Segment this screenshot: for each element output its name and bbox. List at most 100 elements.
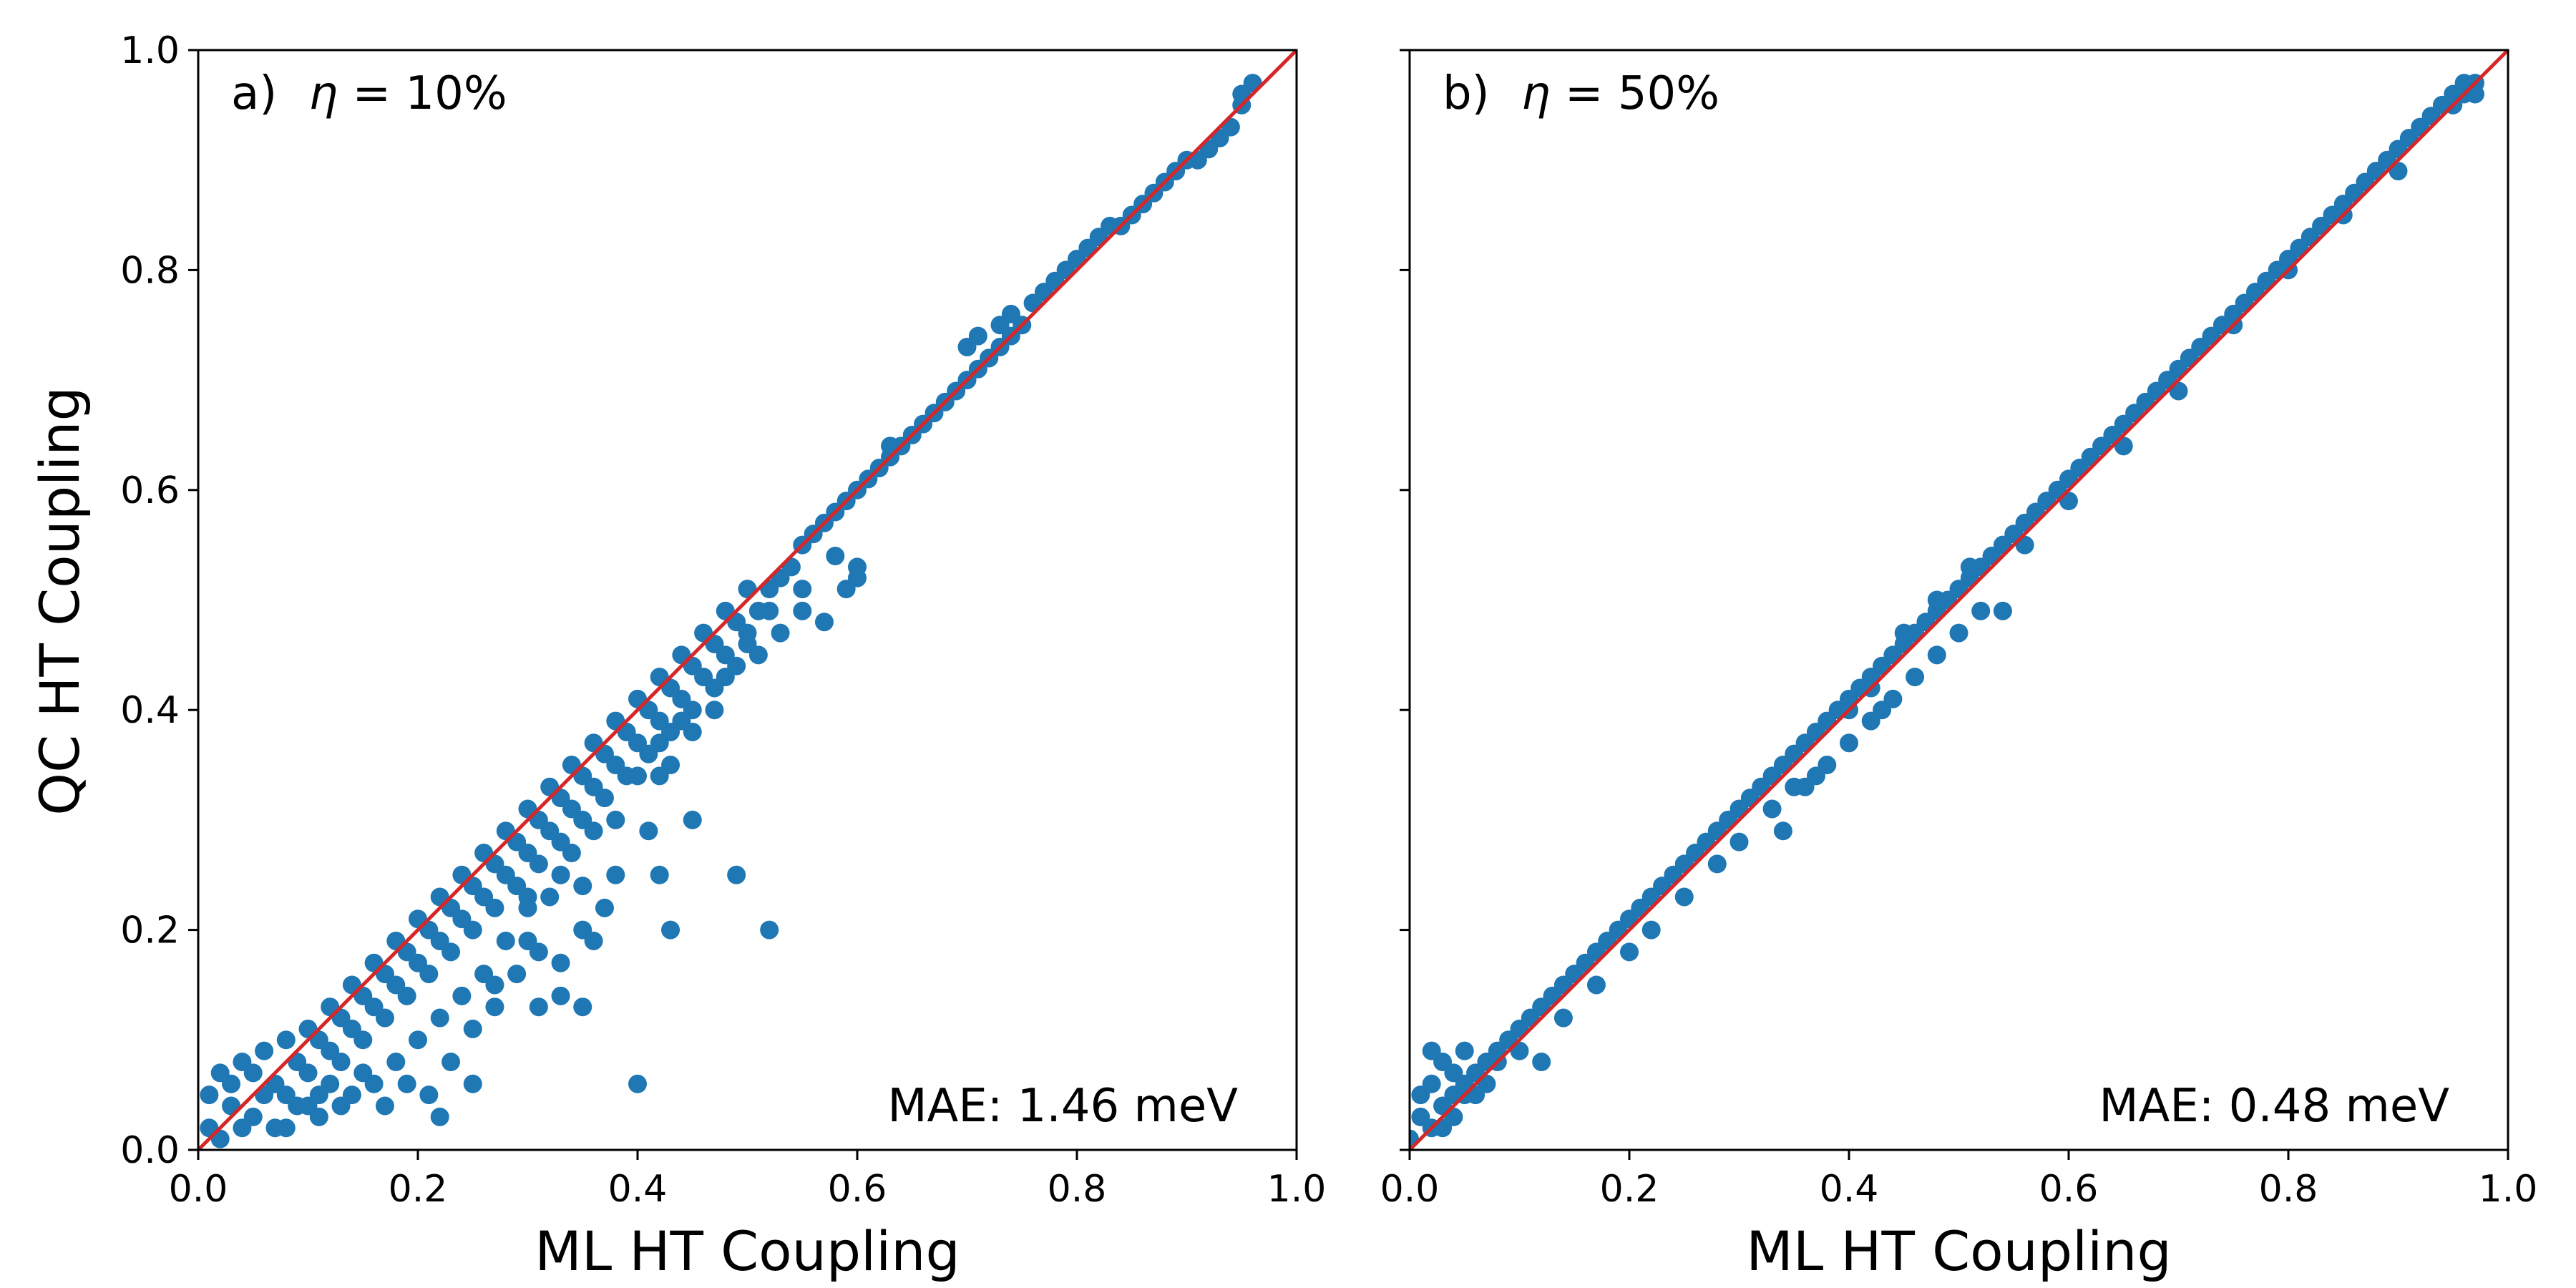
panel-a-y-tick-label: 0.2: [120, 909, 180, 952]
panel-a-point: [463, 920, 482, 940]
panel-a-point: [562, 844, 581, 863]
panel-a-frame: [197, 49, 1298, 1151]
panel-a-point: [595, 789, 614, 808]
panel-a-point: [771, 623, 790, 643]
panel-a-x-tick-label: 0.0: [169, 1168, 228, 1211]
panel-a-point: [321, 1074, 340, 1093]
panel-b-eta: η: [1521, 67, 1551, 120]
panel-a-point: [409, 1030, 427, 1050]
panel-a-point: [551, 953, 570, 972]
panel-b-x-tick-label: 0.4: [1820, 1168, 1879, 1211]
panel-b-point: [1586, 975, 1606, 995]
panel-b-point: [1971, 601, 1991, 620]
panel-a-x-tick-label: 0.6: [828, 1168, 887, 1211]
panel-a-point: [705, 701, 724, 720]
panel-a-point: [529, 854, 548, 874]
panel-a-point: [727, 865, 746, 884]
panel-a-point: [826, 547, 845, 566]
panel-a-point: [650, 733, 669, 753]
panel-b-point: [1795, 777, 1815, 796]
panel-a-point: [243, 1107, 263, 1126]
panel-a-point: [331, 1096, 351, 1116]
panel-a-point: [309, 1107, 328, 1126]
panel-a-y-tick-label: 0.0: [120, 1129, 180, 1172]
panel-a-point: [496, 931, 515, 950]
panel-a-identity-line: [197, 49, 1298, 1151]
panel-b-label: b) η = 50%: [1443, 67, 1719, 120]
panel-b-point: [1873, 701, 1892, 720]
panel-b-point: [1927, 645, 1946, 665]
panel-a-point: [606, 810, 625, 829]
panel-a-point: [353, 1063, 373, 1083]
panel-a-point: [298, 1063, 318, 1083]
panel-a-point: [243, 1063, 263, 1083]
panel-b-mae: MAE: 0.48 meV: [2099, 1080, 2449, 1133]
panel-b: 0.0 0.2 0.4 0.6 0.8 1.0 b) η = 50% MAE: 0.48 …: [1380, 49, 2538, 1283]
panel-a-x-tick-label: 0.2: [389, 1168, 448, 1211]
panel-a-point: [331, 1053, 351, 1072]
panel-a-point: [518, 887, 537, 907]
panel-a-point: [276, 1030, 296, 1050]
panel-b-x-tick-label: 0.6: [2039, 1168, 2099, 1211]
panel-a: 0.0 0.2 0.4 0.6 0.8 1.0 0.0 0.2 0.4 0.6 0.8 1.0 a)…: [120, 29, 1326, 1283]
panel-a-point: [540, 887, 560, 907]
panel-a-point: [551, 865, 570, 884]
panel-a-letter: a): [231, 67, 277, 120]
panel-b-x-tick-label: 1.0: [2479, 1168, 2538, 1211]
panel-a-point: [507, 965, 527, 984]
panel-a-point: [760, 920, 779, 940]
panel-a-point: [485, 898, 504, 917]
panel-b-point: [1894, 623, 1913, 643]
panel-b-point: [1762, 799, 1782, 819]
panel-a-point: [463, 1019, 482, 1038]
panel-a-point: [419, 1085, 439, 1105]
panel-b-point: [1532, 1053, 1551, 1072]
panel-b-point: [1927, 590, 1946, 610]
panel-a-point: [748, 645, 768, 665]
panel-b-y-ticks: [1400, 49, 1410, 1151]
panel-a-point: [628, 1074, 647, 1093]
panel-a-point: [485, 997, 504, 1017]
panel-b-point: [1641, 920, 1661, 940]
panel-a-x-axis-label: ML HT Coupling: [535, 1219, 960, 1283]
panel-a-point: [419, 965, 439, 984]
panel-b-x-ticks: 0.0 0.2 0.4 0.6 0.8 1.0: [1380, 1150, 2538, 1211]
panel-a-point: [452, 986, 472, 1005]
panel-b-letter: b): [1443, 67, 1490, 120]
panel-b-point: [1960, 557, 1979, 577]
panel-a-point: [276, 1118, 296, 1138]
panel-a-y-tick-label: 1.0: [120, 29, 180, 72]
panel-a-label: a) η = 10%: [231, 67, 507, 120]
panel-a-point: [386, 1053, 406, 1072]
panel-a-y-tick-label: 0.8: [120, 249, 180, 292]
panel-b-point: [1455, 1041, 1474, 1060]
panel-a-point: [650, 865, 669, 884]
panel-b-point: [1840, 733, 1858, 753]
panel-a-point: [573, 920, 592, 940]
panel-a-x-tick-label: 1.0: [1267, 1168, 1327, 1211]
panel-a-point: [430, 1107, 449, 1126]
panel-b-point: [1773, 821, 1792, 841]
panel-b-point: [1674, 887, 1694, 907]
panel-a-point: [551, 986, 570, 1005]
panel-a-point: [716, 668, 735, 687]
panel-b-frame: [1408, 49, 2509, 1151]
panel-b-point: [1422, 1041, 1441, 1060]
panel-b-point: [1906, 668, 1925, 687]
panel-b-point: [1707, 854, 1727, 874]
panel-a-point: [573, 877, 592, 896]
panel-b-point: [1422, 1074, 1441, 1093]
panel-a-point: [628, 766, 647, 786]
panel-a-point: [957, 337, 977, 356]
panel-a-point: [672, 711, 691, 731]
panel-b-identity-line: [1408, 49, 2509, 1151]
panel-a-y-ticks: 0.0 0.2 0.4 0.6 0.8 1.0: [120, 29, 198, 1172]
panel-a-eta: η: [309, 67, 338, 120]
panel-b-point: [1949, 623, 1968, 643]
panel-a-point: [848, 568, 867, 587]
panel-a-point: [375, 1008, 394, 1028]
panel-a-point: [814, 613, 834, 632]
panel-a-point: [793, 601, 812, 620]
panel-a-point: [595, 898, 614, 917]
panel-a-y-tick-label: 0.4: [120, 689, 180, 732]
